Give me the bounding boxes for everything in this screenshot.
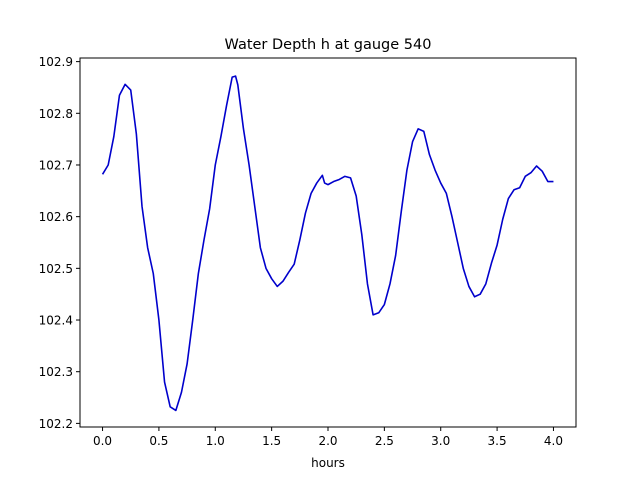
x-tick-label: 3.5 bbox=[488, 434, 507, 448]
x-tick-label: 4.0 bbox=[544, 434, 563, 448]
series-line-0 bbox=[101, 75, 554, 412]
y-tick-label: 102.2 bbox=[39, 417, 73, 431]
y-tick-label: 102.8 bbox=[39, 107, 73, 121]
y-axis-ticks: 102.2 102.3 102.4 102.5 102.6 102.7 102.8 102.9 bbox=[39, 55, 80, 431]
y-tick-label: 102.6 bbox=[39, 210, 73, 224]
x-axis-label: hours bbox=[311, 456, 345, 470]
x-tick-label: 2.0 bbox=[318, 434, 337, 448]
y-tick-label: 102.5 bbox=[39, 262, 73, 276]
x-tick-label: 1.0 bbox=[206, 434, 225, 448]
y-tick-label: 102.9 bbox=[39, 55, 73, 69]
y-tick-label: 102.7 bbox=[39, 158, 73, 172]
plot-frame bbox=[79, 57, 577, 428]
chart-title: Water Depth h at gauge 540 bbox=[225, 37, 432, 53]
x-tick-label: 1.5 bbox=[262, 434, 281, 448]
x-tick-label: 3.0 bbox=[431, 434, 450, 448]
y-tick-label: 102.3 bbox=[39, 365, 73, 379]
y-tick-label: 102.4 bbox=[39, 314, 73, 328]
x-tick-label: 2.5 bbox=[375, 434, 394, 448]
x-tick-label: 0.5 bbox=[149, 434, 168, 448]
x-tick-label: 0.0 bbox=[93, 434, 112, 448]
plot-area bbox=[101, 75, 554, 412]
x-axis-ticks: 0.0 0.5 1.0 1.5 2.0 2.5 3.0 3.5 4.0 bbox=[93, 427, 563, 448]
